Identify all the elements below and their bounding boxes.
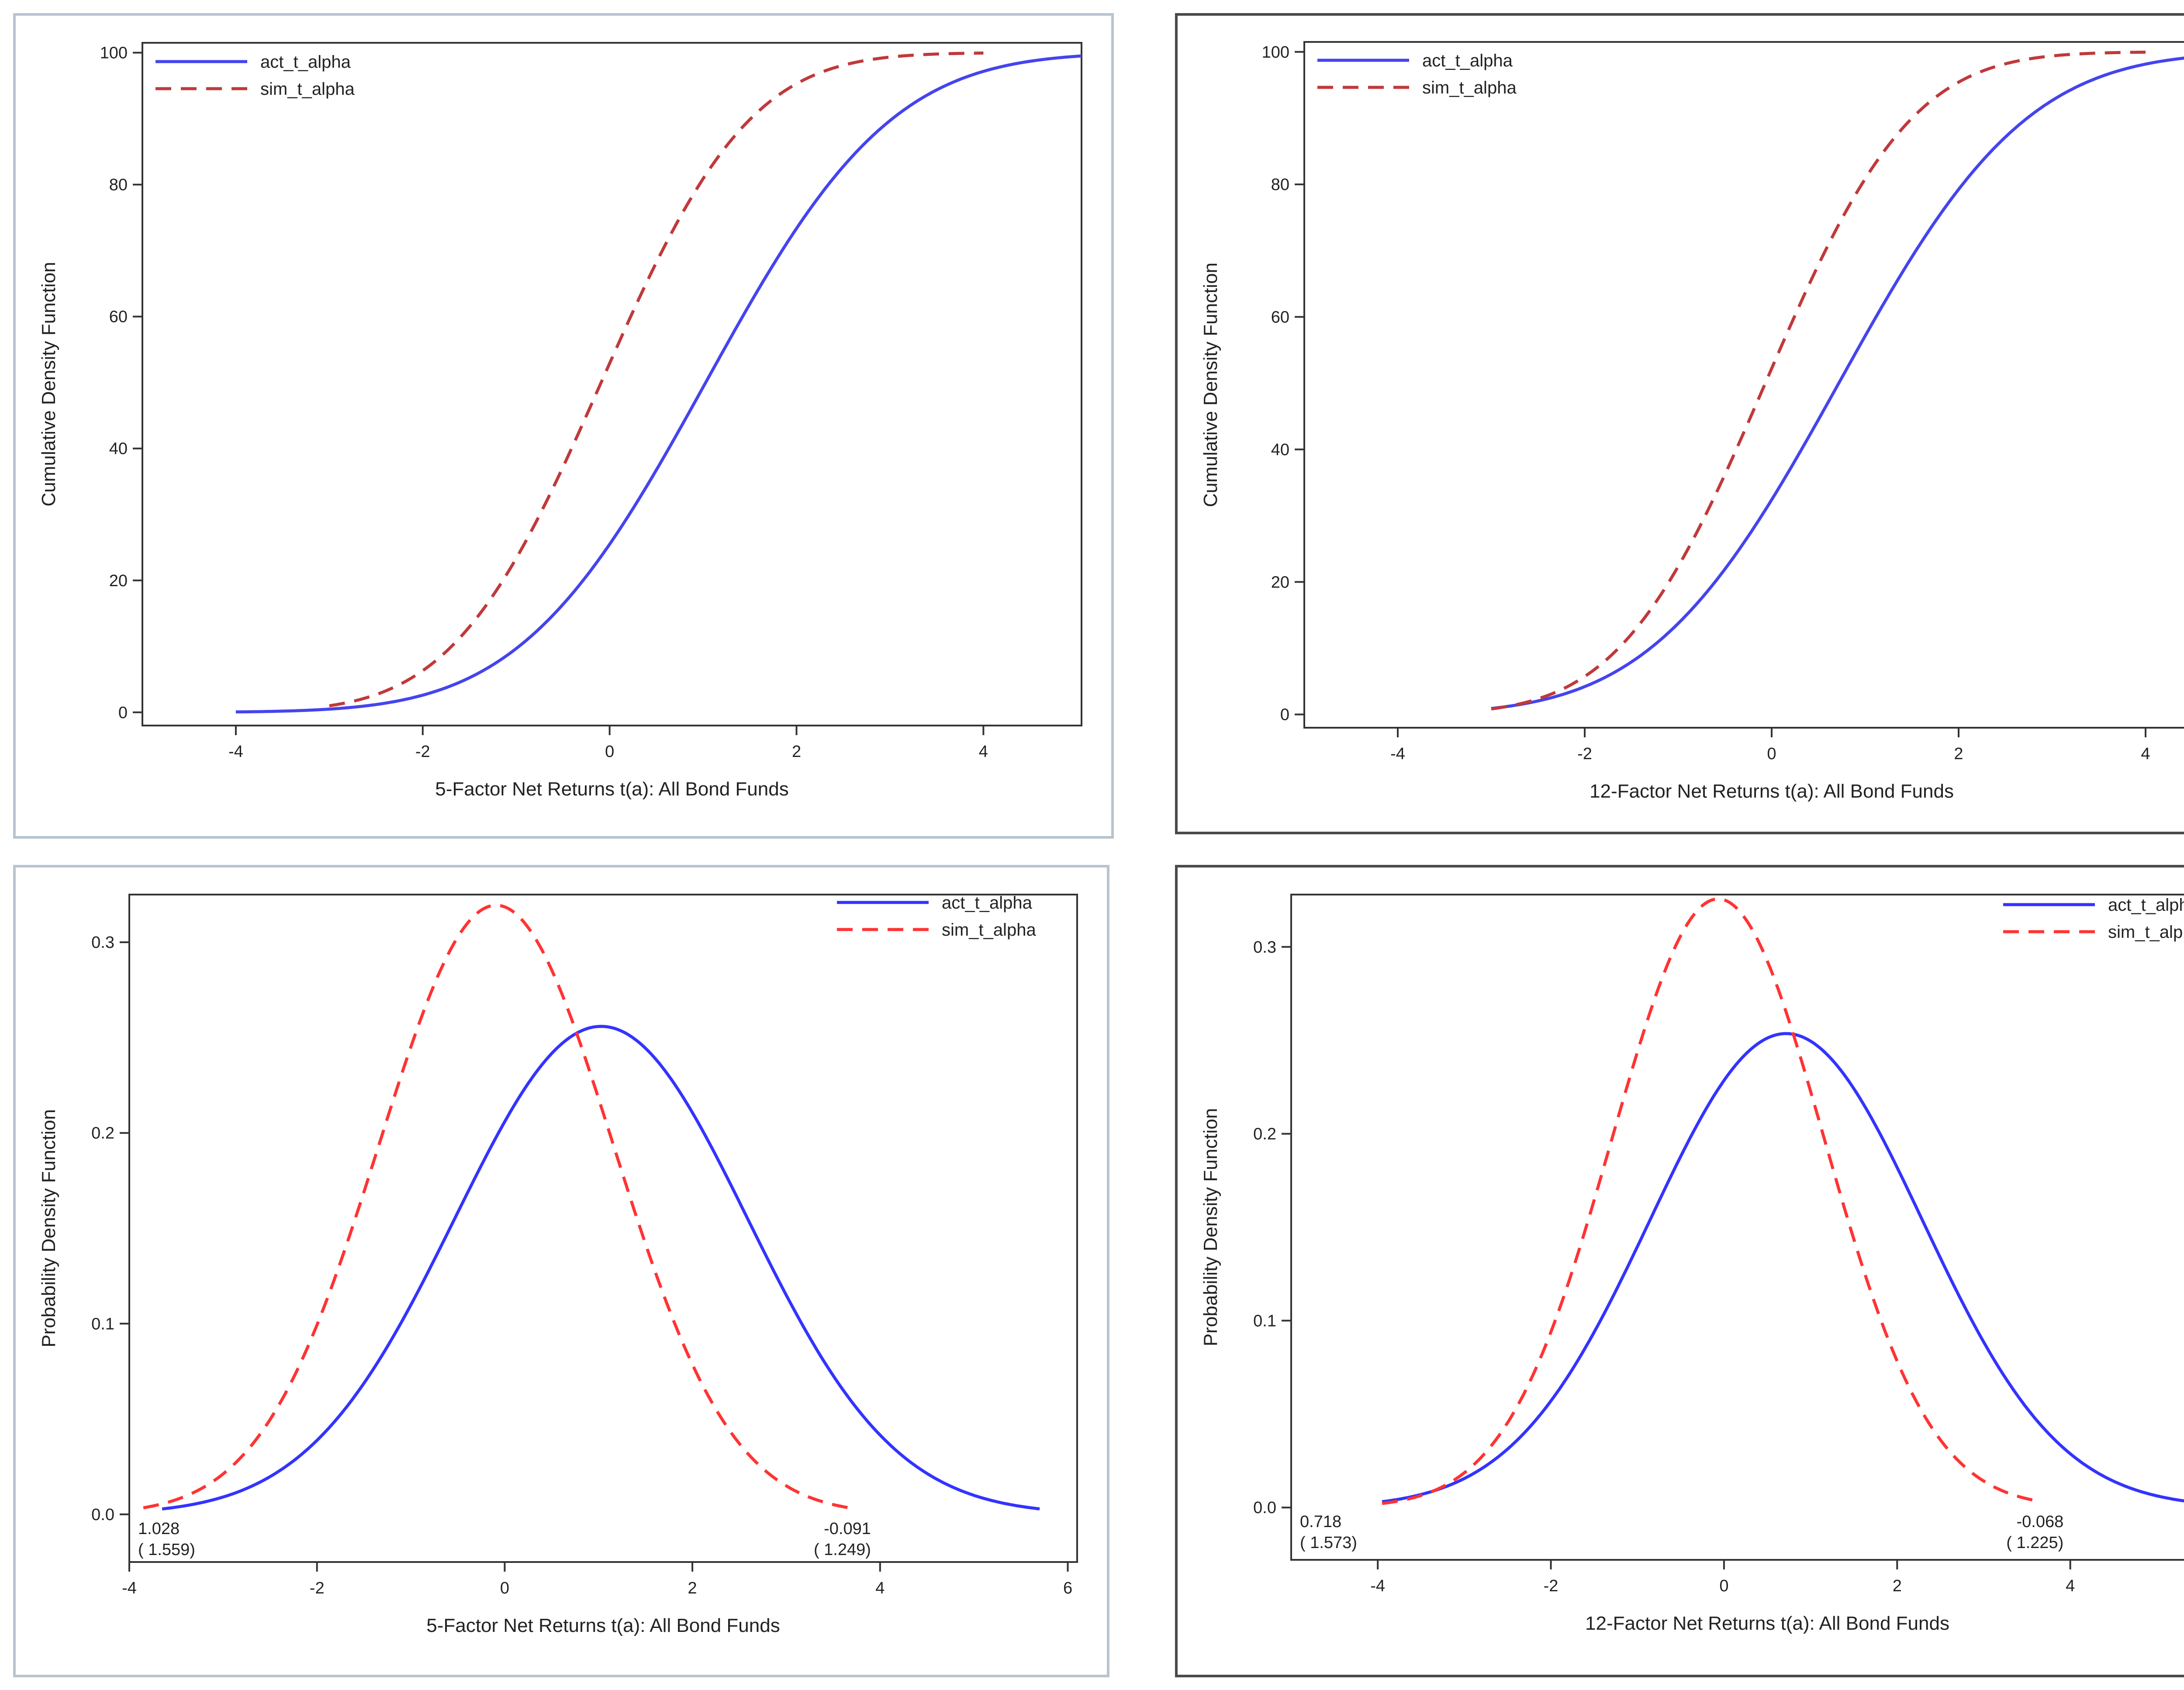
legend-label-act-t-alpha: act_t_alpha [1422, 51, 1513, 70]
cdf-12-factor-panel: 0 20 40 60 80 100 -4 -2 0 2 4 12-Factor Net Returns… [1175, 13, 2184, 834]
y-tick-label: 0 [118, 704, 128, 722]
annotation-sim-stats: -0.068 [2016, 1513, 2063, 1531]
plot-frame [128, 894, 1078, 1563]
x-tick-label: 4 [2066, 1577, 2075, 1595]
x-axis-title: 5-Factor Net Returns t(a): All Bond Fund… [435, 778, 788, 800]
y-tick-label: 80 [109, 176, 128, 194]
chart-cdf-12-factor: 0 20 40 60 80 100 -4 -2 0 2 4 12-Factor Net Returns… [1200, 41, 2184, 802]
annotation-act-stats: 0.718 [1300, 1513, 1341, 1531]
legend-label-act-t-alpha: act_t_alpha [942, 893, 1033, 912]
x-tick-label: 6 [1063, 1579, 1072, 1597]
y-tick-label: 0.1 [91, 1315, 114, 1333]
legend-label-sim-t-alpha: sim_t_alpha [942, 920, 1036, 940]
cdf-5-factor-panel: 0 20 40 60 80 100 -4 -2 0 2 4 5-Factor Net Returns … [13, 13, 1114, 839]
series-line-sim-t-alpha [143, 903, 850, 1510]
pdf-5-factor-panel: 0.0 0.1 0.2 0.3 -4 -2 0 2 4 6 5-Factor Net Returns… [13, 865, 1109, 1677]
y-tick-label: 80 [1271, 176, 1289, 194]
y-tick-label: 60 [1271, 308, 1289, 327]
y-axis-title: Cumulative Density Function [1200, 263, 1221, 507]
x-tick-label: 0 [500, 1579, 509, 1597]
x-tick-label: 2 [1954, 745, 1963, 763]
x-tick-label: 0 [605, 743, 614, 761]
y-tick-label: 40 [1271, 441, 1289, 459]
legend-label-sim-t-alpha: sim_t_alpha [260, 79, 355, 99]
x-tick-label: 4 [979, 743, 988, 761]
y-tick-label: 0.3 [1253, 938, 1276, 957]
x-tick-label: -4 [122, 1579, 137, 1597]
annotation-act-stats: 1.028 [138, 1520, 180, 1538]
legend-label-sim-t-alpha: sim_t_alpha [2108, 923, 2184, 942]
annotation-sim-stats: -0.091 [824, 1520, 871, 1538]
x-tick-label: 0 [1767, 745, 1776, 763]
x-tick-label: -2 [1577, 745, 1592, 763]
series-line-act-t-alpha [235, 54, 1082, 714]
chart-pdf-5-factor: 0.0 0.1 0.2 0.3 -4 -2 0 2 4 6 5-Factor Net Returns… [38, 893, 1078, 1636]
y-tick-label: 0.0 [1253, 1499, 1276, 1517]
y-tick-label: 0.0 [91, 1506, 114, 1524]
y-axis-title: Cumulative Density Function [38, 262, 59, 506]
y-tick-label: 60 [109, 308, 128, 326]
x-tick-label: -2 [1544, 1577, 1559, 1595]
legend-label-sim-t-alpha: sim_t_alpha [1422, 78, 1517, 97]
x-tick-label: 2 [688, 1579, 697, 1597]
y-tick-label: 20 [1271, 573, 1289, 591]
plot-frame [142, 42, 1082, 726]
x-tick-label: 2 [1893, 1577, 1902, 1595]
annotation-act-stats: ( 1.573) [1300, 1534, 1357, 1552]
x-tick-label: 4 [2141, 745, 2150, 763]
chart-pdf-12-factor: 0.00.10.20.3-4-2024612-Factor Net Return… [1200, 894, 2184, 1634]
y-axis-title: Probability Density Function [38, 1109, 59, 1347]
x-tick-label: -4 [1390, 745, 1405, 763]
legend-label-act-t-alpha: act_t_alpha [2108, 895, 2184, 915]
legend-label-act-t-alpha: act_t_alpha [260, 52, 351, 72]
y-tick-label: 0.2 [1253, 1125, 1276, 1144]
annotation-sim-stats: ( 1.249) [814, 1541, 871, 1559]
y-tick-label: 20 [109, 572, 128, 590]
series-line-act-t-alpha [1382, 1032, 2184, 1503]
x-axis-title: 12-Factor Net Returns t(a): All Bond Fun… [1585, 1613, 1949, 1634]
annotation-act-stats: ( 1.559) [138, 1541, 195, 1559]
y-tick-label: 0.1 [1253, 1312, 1276, 1330]
x-tick-label: 0 [1719, 1577, 1728, 1595]
y-tick-label: 0.2 [91, 1124, 114, 1143]
x-tick-label: 2 [792, 743, 801, 761]
series-line-sim-t-alpha [1382, 897, 2042, 1505]
x-tick-label: -2 [415, 743, 430, 761]
x-axis-title: 12-Factor Net Returns t(a): All Bond Fun… [1590, 781, 1954, 802]
series-line-sim-t-alpha [329, 51, 984, 708]
x-tick-label: -4 [228, 743, 243, 761]
x-tick-label: 4 [875, 1579, 885, 1597]
chart-cdf-5-factor: 0 20 40 60 80 100 -4 -2 0 2 4 5-Factor Net Returns … [38, 42, 1082, 800]
annotation-sim-stats: ( 1.225) [2006, 1534, 2063, 1552]
series-line-sim-t-alpha [1491, 50, 2146, 711]
plot-frame [1303, 41, 2184, 729]
y-tick-label: 40 [109, 440, 128, 458]
x-tick-label: -4 [1370, 1577, 1385, 1595]
x-tick-label: -2 [310, 1579, 325, 1597]
y-tick-label: 100 [100, 44, 128, 62]
series-line-act-t-alpha [162, 1025, 1040, 1510]
x-axis-title: 5-Factor Net Returns t(a): All Bond Fund… [426, 1615, 780, 1636]
plot-frame [1290, 894, 2184, 1561]
y-tick-label: 0 [1280, 706, 1289, 724]
y-tick-label: 0.3 [91, 933, 114, 952]
y-axis-title: Probability Density Function [1200, 1108, 1221, 1346]
pdf-12-factor-panel: 0.00.10.20.3-4-2024612-Factor Net Return… [1175, 865, 2184, 1677]
series-line-act-t-alpha [1491, 56, 2184, 710]
y-tick-label: 100 [1262, 43, 1289, 62]
